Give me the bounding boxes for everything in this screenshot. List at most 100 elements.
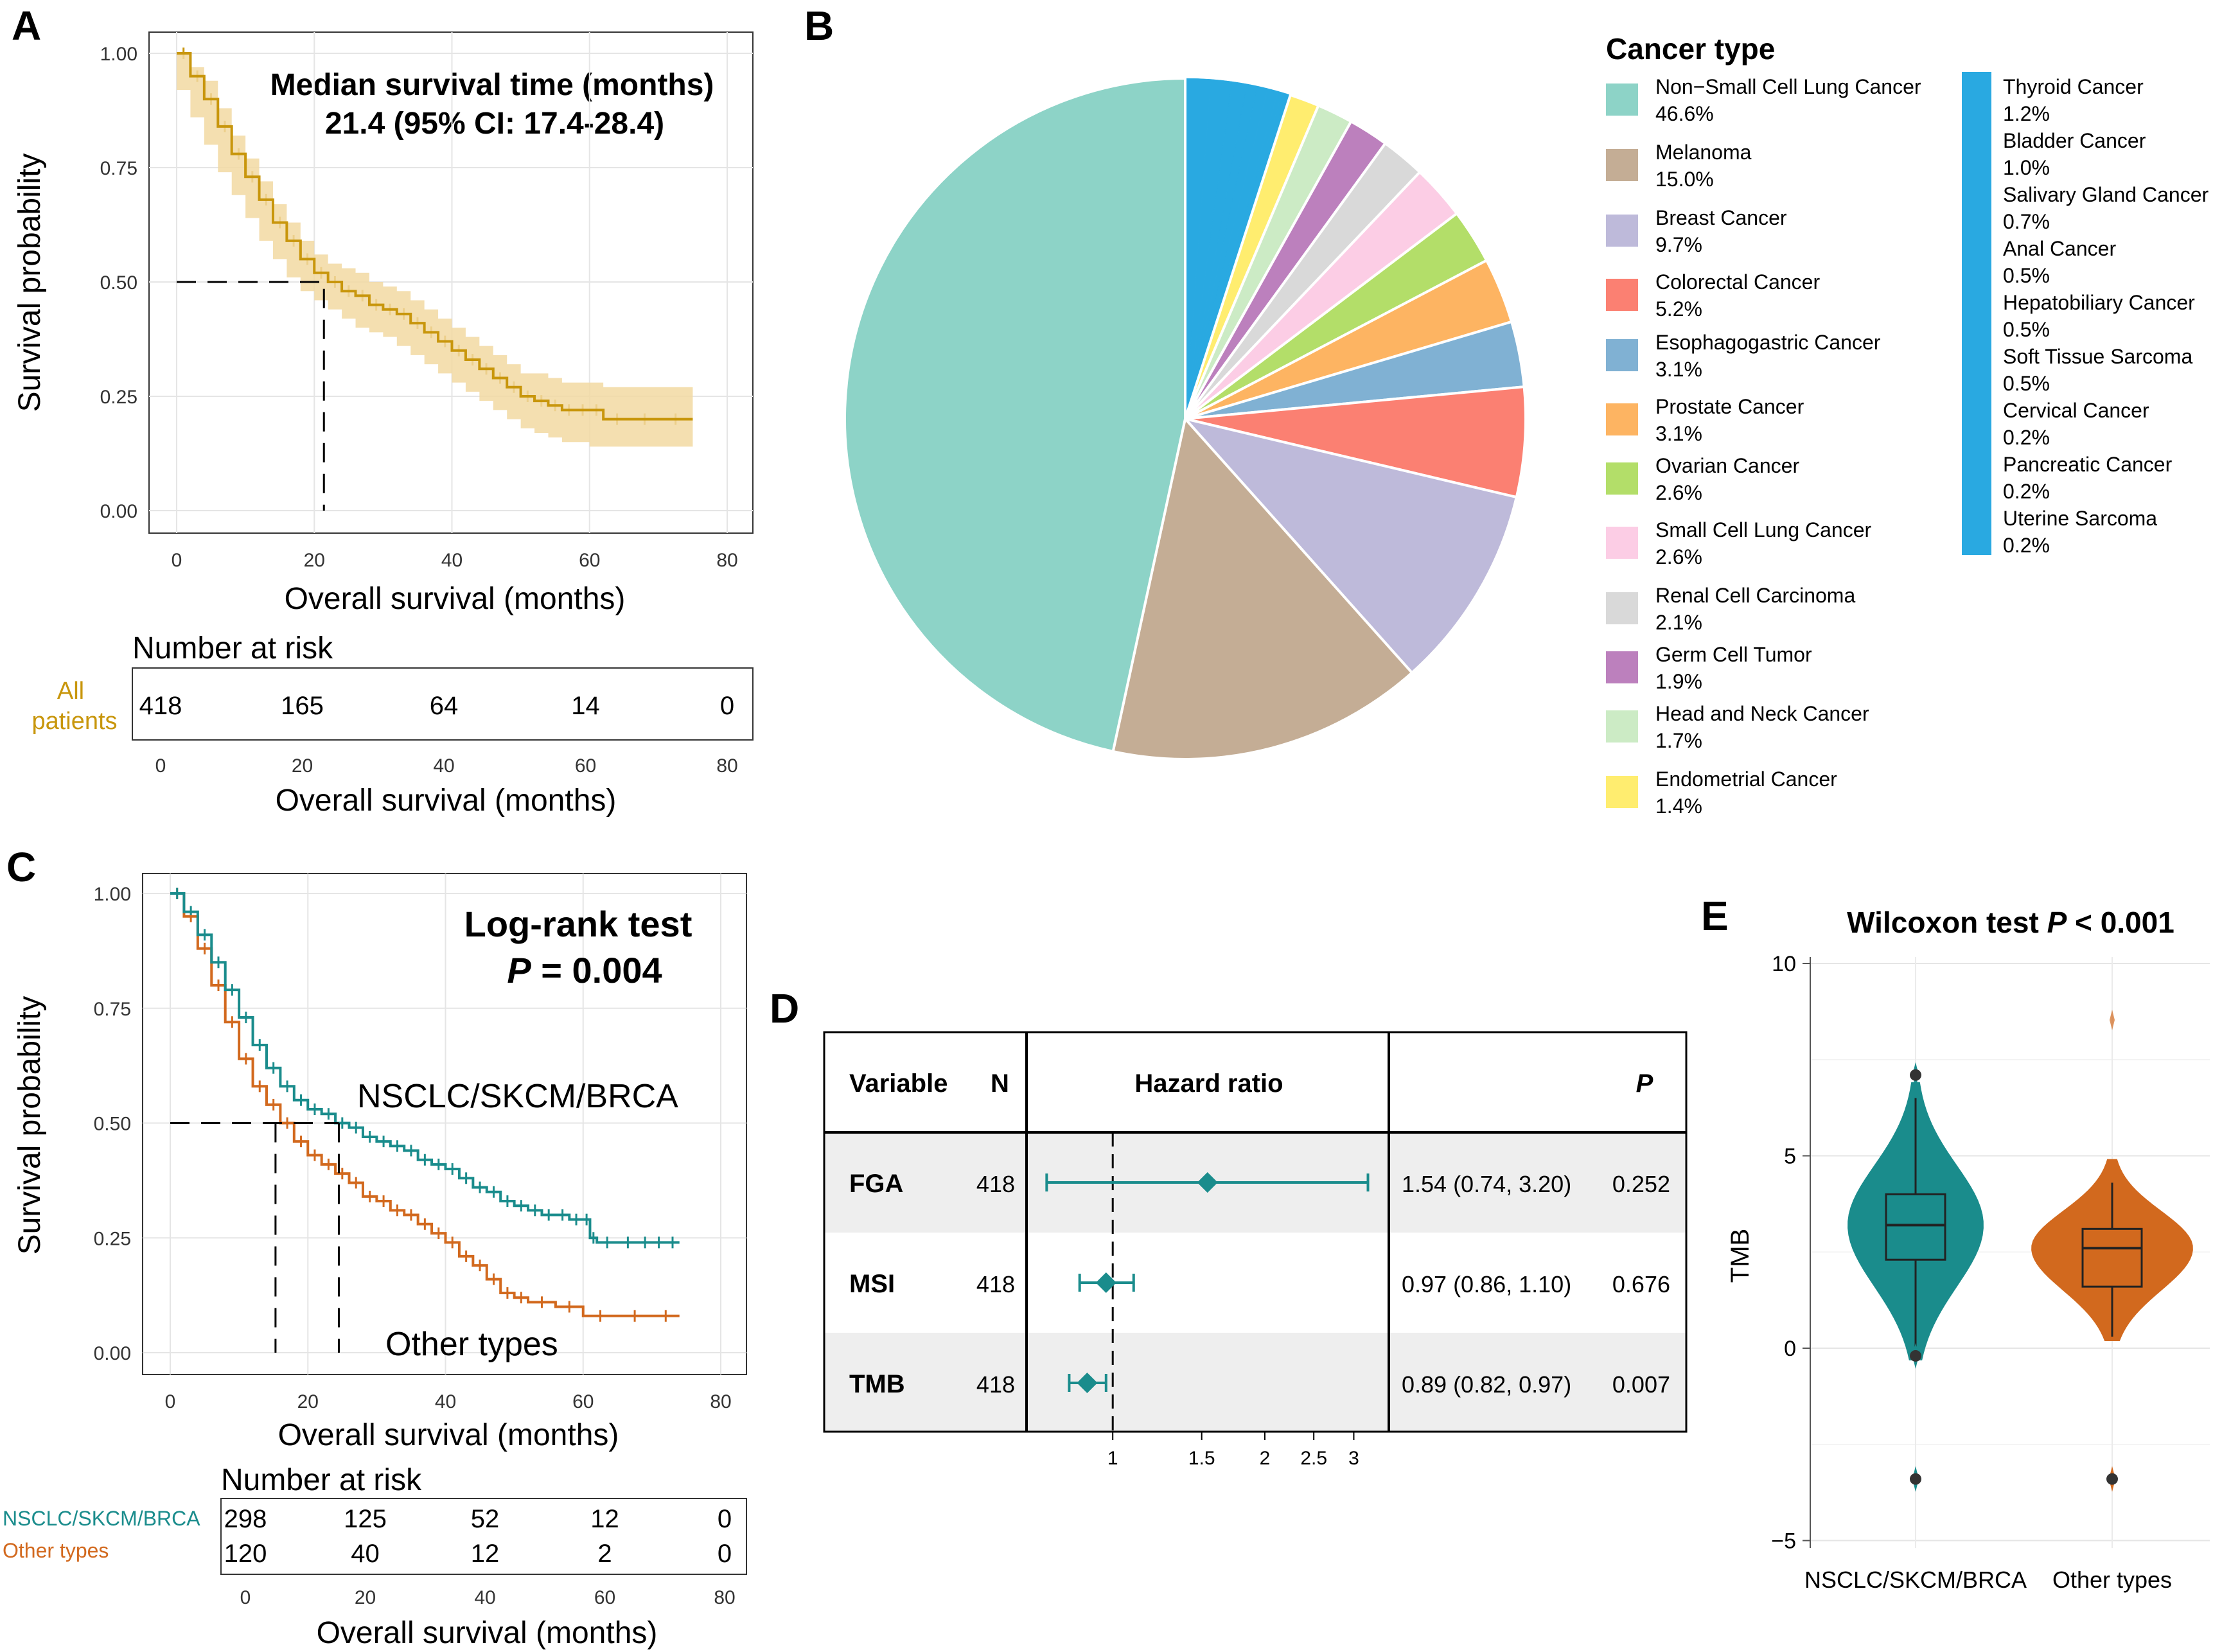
legend-swatch: [1606, 339, 1638, 371]
panel-c-y-tick: 0.25: [94, 1228, 131, 1249]
panel-a-risk-value: 418: [139, 692, 182, 720]
panel-b-legend-title: Cancer type: [1606, 32, 1775, 66]
panel-c-x-tick: 0: [165, 1391, 176, 1412]
panel-c-y-tick: 0.50: [94, 1114, 131, 1135]
panel-a-xlabel: Overall survival (months): [285, 582, 626, 616]
legend-swatch: [1606, 83, 1638, 116]
legend-swatch: [1606, 710, 1638, 743]
panel-d-col-n: N: [991, 1069, 1009, 1098]
legend-label: Germ Cell Tumor: [1655, 643, 1812, 666]
panel-a-risk-frame: [132, 667, 754, 741]
panel-e-violins: [1847, 1010, 2193, 1492]
legend-percent: 1.7%: [1655, 729, 1702, 752]
legend-label: Hepatobiliary Cancer: [2003, 291, 2195, 314]
panel-e-title-p: P: [2047, 906, 2067, 939]
panel-c-risk-value-group2: 2: [597, 1540, 612, 1568]
legend-percent: 5.2%: [1655, 297, 1702, 321]
legend-percent: 2.1%: [1655, 611, 1702, 634]
panel-c-risk-x-tick: 20: [355, 1587, 376, 1608]
panel-a-risk-xlabel: Overall survival (months): [276, 784, 617, 818]
panel-c: C 0.000.250.500.751.00 0 20 40 60 80 Log-ran…: [3, 844, 747, 1650]
legend-percent: 15.0%: [1655, 168, 1714, 191]
panel-c-group2-label: Other types: [385, 1326, 558, 1363]
legend-percent: 0.2%: [2003, 480, 2050, 503]
legend-percent: 0.2%: [2003, 426, 2050, 449]
panel-c-risk-value-group1: 0: [718, 1505, 732, 1533]
panel-e-title-suffix: < 0.001: [2067, 906, 2174, 939]
panel-d-x-tick: 2: [1260, 1448, 1271, 1469]
legend-label: Renal Cell Carcinoma: [1655, 584, 1855, 607]
panel-d-row-p: 0.007: [1612, 1371, 1670, 1398]
panel-e-y-tick: −5: [1771, 1529, 1796, 1554]
legend-label: Soft Tissue Sarcoma: [2003, 345, 2192, 368]
panel-d-col-p: P: [1636, 1069, 1653, 1098]
panel-e-title: Wilcoxon test P < 0.001: [1847, 906, 2174, 939]
panel-c-y-tick: 0.75: [94, 999, 131, 1020]
panel-e-outlier: [2106, 1473, 2118, 1485]
panel-a-x-tick: 20: [304, 550, 325, 571]
panel-b: B Cancer type Non−Small Cell Lung Cancer…: [804, 3, 2209, 818]
legend-label: Breast Cancer: [1655, 206, 1787, 229]
panel-d-col-variable: Variable: [849, 1069, 948, 1098]
legend-percent: 1.9%: [1655, 670, 1702, 693]
panel-c-risk-value-group2: 40: [351, 1540, 380, 1568]
legend-percent: 46.6%: [1655, 102, 1714, 125]
panel-c-ylabel: Survival probability: [13, 996, 47, 1255]
panel-d-x-tick: 3: [1348, 1448, 1359, 1469]
panel-e-y-tick: 10: [1772, 952, 1796, 976]
panel-a-y-ticks: 0.00 0.25 0.50 0.75 1.00: [100, 44, 137, 522]
panel-d-x-ticks: 1 1.5 2 2.5 3: [1107, 1432, 1359, 1469]
legend-percent: 0.2%: [2003, 534, 2050, 557]
legend-label: Bladder Cancer: [2003, 129, 2146, 152]
legend-label: Esophagogastric Cancer: [1655, 331, 1881, 354]
panel-d-rows: FGA 418 1.54 (0.74, 3.20) 0.252 MSI 418 0.97 (…: [849, 1170, 1670, 1398]
legend-label: Pancreatic Cancer: [2003, 453, 2173, 476]
legend-percent: 0.5%: [2003, 264, 2050, 287]
panel-c-risk-value-group2: 0: [718, 1540, 732, 1568]
panel-c-y-ticks: 0.00 0.25 0.50 0.75 1.00: [94, 884, 131, 1364]
panel-e-box: [2081, 1227, 2143, 1288]
legend-swatch: [1606, 403, 1638, 435]
legend-label: Endometrial Cancer: [1655, 768, 1837, 791]
panel-c-x-ticks: 0 20 40 60 80: [165, 1391, 732, 1412]
panel-c-p-value-text: P = 0.004: [507, 950, 662, 990]
panel-d-row-n: 418: [976, 1271, 1015, 1297]
panel-d-row-variable: TMB: [849, 1370, 905, 1398]
panel-a-risk-values: 418 165 64 14 0: [139, 692, 735, 720]
panel-a-risk-title: Number at risk: [132, 631, 333, 665]
legend-swatch: [1606, 592, 1638, 624]
panel-a-y-tick: 1.00: [100, 44, 137, 65]
panel-d-row-hr-text: 0.97 (0.86, 1.10): [1402, 1271, 1571, 1297]
panel-d-row-variable: MSI: [849, 1270, 895, 1298]
legend-label: Melanoma: [1655, 141, 1752, 164]
panel-e-ylabel: TMB: [1726, 1229, 1754, 1283]
pie-slice-melanoma: [1111, 416, 1414, 760]
panel-c-group1-label: NSCLC/SKCM/BRCA: [357, 1078, 678, 1115]
panel-a-x-tick: 80: [716, 550, 737, 571]
panel-c-risk-frame: [220, 1498, 747, 1575]
panel-a-risk-group-line2: patients: [31, 708, 117, 735]
legend-swatch: [1606, 215, 1638, 247]
panel-d-hr-marker: [1077, 1373, 1098, 1393]
panel-c-risk-value-group1: 298: [224, 1505, 267, 1533]
legend-percent: 2.6%: [1655, 481, 1702, 504]
legend-swatch: [1606, 527, 1638, 559]
panel-a-risk-x-tick: 80: [716, 755, 737, 777]
panel-c-plot-frame: [142, 873, 747, 1375]
legend-percent: 2.6%: [1655, 545, 1702, 568]
panel-c-label: C: [6, 844, 36, 890]
panel-e-label: E: [1701, 893, 1729, 939]
panel-c-test-title: Log-rank test: [464, 904, 692, 944]
panel-c-x-tick: 60: [572, 1391, 594, 1412]
panel-c-risk-x-tick: 40: [474, 1587, 495, 1608]
panel-a-label: A: [12, 3, 41, 49]
panel-c-risk-xlabel: Overall survival (months): [317, 1616, 658, 1650]
panel-a-x-tick: 0: [172, 550, 182, 571]
panel-d-row-hr-text: 0.89 (0.82, 0.97): [1402, 1371, 1571, 1398]
panel-a-risk-value: 165: [281, 692, 324, 720]
legend-swatch: [1606, 651, 1638, 683]
panel-b-pie: [843, 76, 1527, 760]
legend-label: Ovarian Cancer: [1655, 454, 1799, 477]
panel-c-risk-group1: NSCLC/SKCM/BRCA: [3, 1507, 200, 1530]
panel-e-outlier: [1910, 1069, 1921, 1081]
